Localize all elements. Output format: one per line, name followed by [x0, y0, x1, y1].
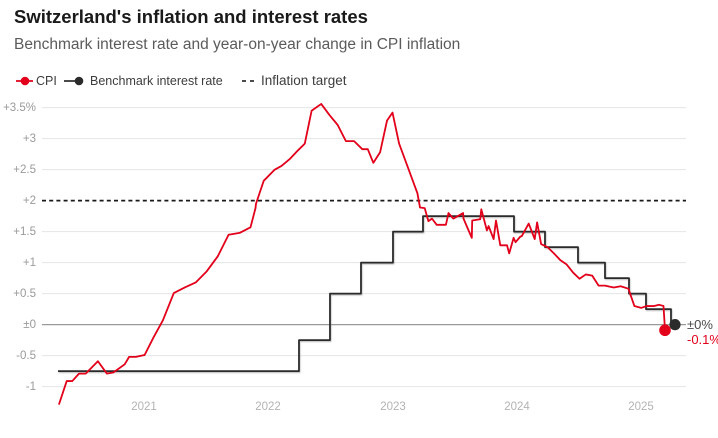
- svg-text:+3: +3: [23, 133, 36, 145]
- svg-text:±0%: ±0%: [687, 317, 713, 332]
- svg-text:2023: 2023: [380, 401, 406, 413]
- svg-text:Benchmark interest rate: Benchmark interest rate: [90, 74, 223, 88]
- svg-text:Inflation target: Inflation target: [261, 73, 347, 88]
- svg-text:CPI: CPI: [36, 74, 57, 88]
- svg-text:+2: +2: [23, 195, 36, 207]
- svg-text:2024: 2024: [504, 401, 530, 413]
- svg-text:2022: 2022: [255, 401, 281, 413]
- svg-text:2021: 2021: [131, 401, 157, 413]
- svg-text:+1: +1: [23, 257, 36, 269]
- svg-text:2025: 2025: [628, 401, 654, 413]
- svg-text:+3.5%: +3.5%: [3, 102, 36, 114]
- svg-text:-0.1%: -0.1%: [687, 332, 718, 347]
- svg-text:+1.5: +1.5: [13, 226, 36, 238]
- svg-text:-1: -1: [26, 381, 36, 393]
- svg-text:+0.5: +0.5: [13, 288, 36, 300]
- svg-text:-0.5: -0.5: [16, 350, 36, 362]
- svg-text:±0: ±0: [23, 319, 36, 331]
- svg-text:+2.5: +2.5: [13, 164, 36, 176]
